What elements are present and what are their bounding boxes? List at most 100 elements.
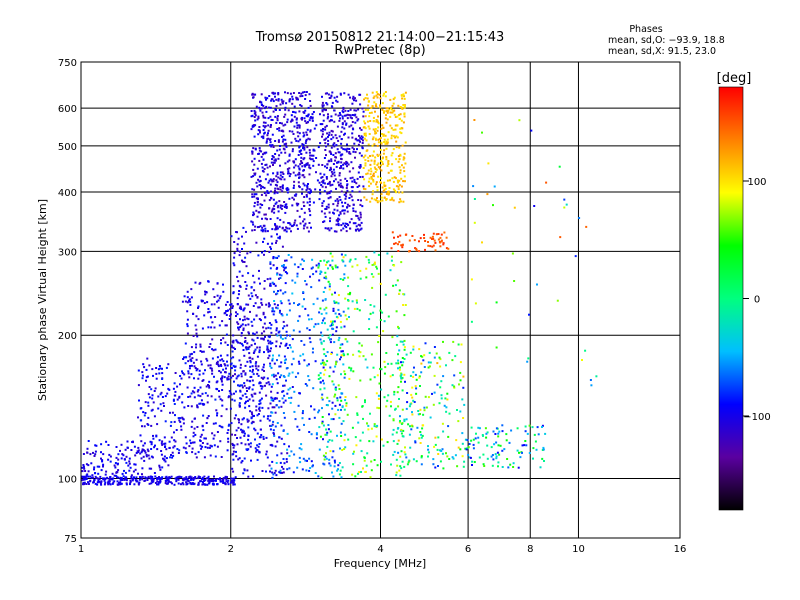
data-point (96, 481, 99, 484)
data-point (178, 419, 181, 422)
data-point (197, 307, 199, 309)
data-point (308, 149, 311, 152)
y-tick-label: 750 (58, 58, 77, 69)
data-point (455, 439, 458, 442)
data-point (340, 373, 342, 376)
data-point (402, 343, 405, 346)
data-point (224, 476, 227, 479)
data-point (402, 293, 405, 296)
data-point (301, 95, 304, 97)
data-point (333, 230, 336, 233)
data-point (231, 433, 233, 436)
data-point (243, 307, 246, 310)
data-point (497, 435, 500, 438)
data-point (519, 456, 522, 459)
data-point (359, 224, 361, 227)
data-point (245, 265, 248, 268)
data-point (304, 164, 307, 167)
data-point (305, 138, 308, 141)
data-point (201, 442, 204, 444)
data-point (263, 168, 266, 170)
data-point (339, 113, 342, 116)
data-point (243, 434, 246, 437)
data-point (419, 442, 422, 444)
data-point (282, 264, 285, 266)
data-point (309, 100, 312, 102)
data-point (277, 140, 280, 143)
data-point (343, 354, 346, 356)
data-point (252, 147, 255, 150)
data-point (286, 367, 289, 369)
data-point (319, 123, 322, 126)
data-point (403, 105, 406, 107)
data-point (254, 114, 257, 117)
data-point (432, 463, 435, 466)
data-point (286, 392, 289, 395)
data-point (182, 358, 185, 360)
data-point (330, 105, 333, 108)
data-point (343, 193, 346, 196)
data-point (281, 185, 284, 188)
data-point (305, 140, 308, 143)
data-point (334, 393, 337, 396)
data-point (314, 472, 317, 474)
data-point (390, 463, 392, 466)
data-point (399, 113, 402, 116)
data-point (271, 308, 274, 311)
data-point (363, 120, 366, 123)
data-point (271, 383, 274, 386)
data-point (283, 178, 286, 181)
data-point (255, 331, 258, 334)
data-point (108, 480, 111, 483)
data-point (270, 366, 273, 369)
data-point (277, 188, 280, 191)
data-point (274, 189, 276, 192)
y-tick-label: 300 (58, 247, 77, 258)
data-point (392, 428, 395, 431)
data-point (376, 374, 379, 377)
data-point (346, 184, 348, 187)
data-point (298, 110, 301, 113)
data-point (279, 145, 281, 147)
data-point (319, 192, 322, 195)
data-point (347, 276, 350, 279)
data-point (380, 388, 383, 391)
data-point (408, 405, 411, 408)
data-point (204, 392, 207, 395)
data-point (251, 195, 254, 198)
data-point (102, 463, 105, 466)
data-point (447, 435, 450, 438)
data-point (279, 218, 282, 221)
data-point (267, 326, 270, 329)
data-point (532, 447, 535, 450)
data-point (330, 353, 333, 355)
data-point (306, 115, 309, 118)
data-point (266, 97, 269, 100)
data-point (303, 359, 306, 362)
data-point (244, 324, 247, 327)
data-point (306, 184, 309, 187)
data-point (319, 338, 322, 341)
data-point (135, 452, 138, 454)
data-point (398, 179, 401, 182)
data-point (376, 189, 379, 192)
data-point (150, 443, 153, 446)
data-point (259, 399, 262, 402)
data-point (403, 348, 406, 351)
data-point (262, 121, 265, 124)
data-point (286, 160, 289, 163)
data-point (146, 479, 149, 481)
data-point (392, 188, 395, 191)
data-point (328, 180, 331, 183)
data-point (221, 383, 224, 386)
data-point (354, 138, 357, 141)
data-point (356, 186, 359, 188)
data-point (255, 409, 258, 412)
data-point (298, 315, 301, 318)
data-point (280, 313, 283, 316)
data-point (344, 177, 347, 180)
data-point (291, 130, 294, 133)
data-point (303, 146, 306, 149)
data-point (398, 349, 401, 352)
data-point (99, 475, 102, 478)
